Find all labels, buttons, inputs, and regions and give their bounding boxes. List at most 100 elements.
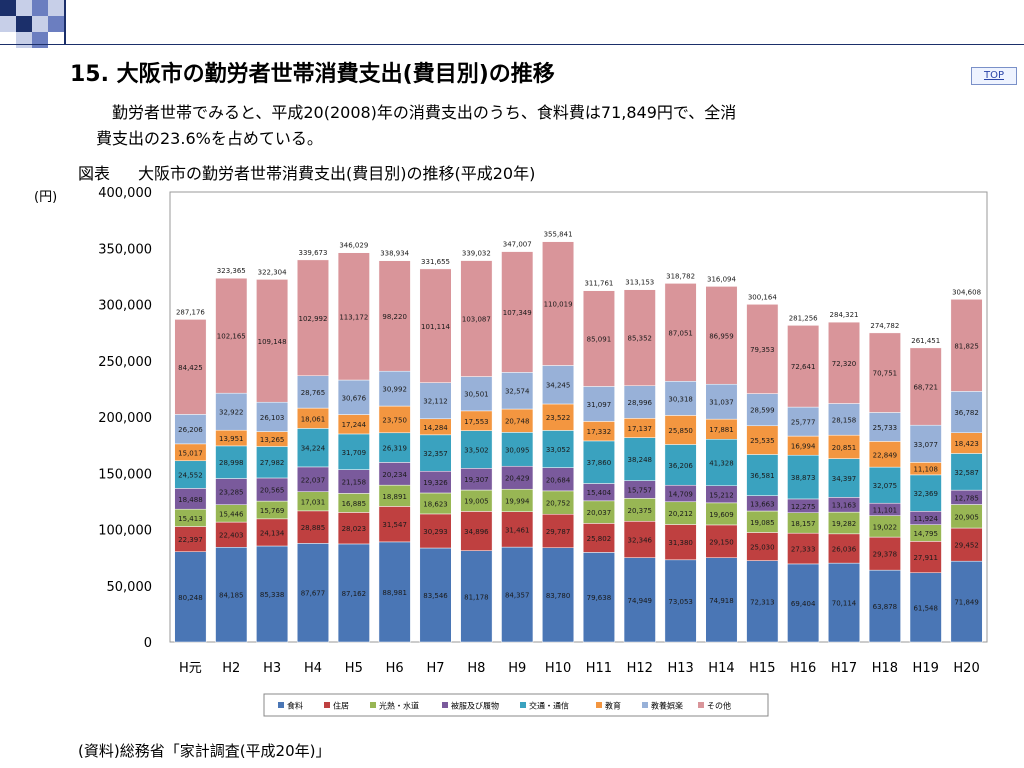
data-label: 18,891: [382, 493, 407, 501]
bar-segment: [419, 513, 452, 549]
bar-segment: [296, 510, 329, 544]
bar-segment: [746, 425, 779, 455]
data-label: 22,397: [178, 536, 203, 544]
bar-segment: [215, 445, 248, 479]
data-label: 29,378: [873, 551, 898, 559]
data-label: 18,623: [423, 500, 448, 508]
data-label: 34,896: [464, 528, 489, 536]
deco-square: [48, 0, 64, 16]
data-label: 25,850: [668, 427, 693, 435]
data-label: 32,922: [219, 409, 244, 417]
data-label: 20,748: [505, 418, 530, 426]
bar-segment: [378, 260, 411, 372]
data-label: 72,320: [832, 360, 857, 368]
data-label: 88,981: [382, 589, 407, 597]
data-label: 15,446: [219, 510, 244, 518]
bar-segment: [542, 513, 575, 548]
legend-label: 光熱・水道: [379, 701, 419, 711]
bar-segment: [296, 375, 329, 409]
data-label: 20,851: [832, 444, 857, 452]
data-label: 27,911: [913, 554, 938, 562]
bar-segment: [501, 251, 534, 373]
bar-segment: [623, 521, 656, 558]
legend-swatch: [642, 702, 648, 708]
x-tick-label: H17: [831, 661, 857, 676]
data-label: 18,061: [301, 415, 326, 423]
bar-segment: [787, 454, 820, 500]
bar-segment: [419, 268, 452, 383]
bar-segment: [215, 521, 248, 548]
bar-segment: [460, 511, 493, 551]
legend-label: その他: [707, 701, 731, 711]
data-label: 73,053: [668, 598, 693, 606]
bar-segment: [623, 385, 656, 419]
top-button[interactable]: TOP: [971, 67, 1017, 85]
bar-segment: [296, 428, 329, 468]
data-label: 32,112: [423, 398, 448, 406]
bar-segment: [256, 545, 289, 643]
bar-segment: [746, 454, 779, 496]
bar-segment: [664, 283, 697, 382]
data-label: 28,023: [342, 525, 367, 533]
data-label: 30,501: [464, 391, 489, 399]
data-label: 18,488: [178, 496, 203, 504]
y-tick-label: 350,000: [98, 242, 152, 257]
legend-swatch: [698, 702, 704, 708]
bar-segment: [378, 370, 411, 407]
data-label: 17,244: [342, 421, 367, 429]
bar-segment: [174, 319, 207, 415]
x-tick-label: H元: [179, 661, 202, 676]
bar-segment: [623, 437, 656, 481]
data-label: 14,795: [913, 530, 938, 538]
data-label: 20,212: [668, 510, 693, 518]
legend-label: 住居: [333, 701, 349, 711]
y-tick-label: 200,000: [98, 411, 152, 426]
bar-segment: [215, 547, 248, 643]
data-label: 20,565: [260, 487, 285, 495]
data-label: 13,163: [832, 502, 857, 510]
data-label: 16,994: [791, 443, 816, 451]
total-label: 281,256: [789, 314, 818, 322]
legend-label: 食料: [287, 701, 303, 711]
data-label: 37,860: [587, 459, 612, 467]
data-label: 11,108: [913, 466, 938, 474]
data-label: 38,248: [628, 456, 653, 464]
data-label: 102,165: [217, 333, 246, 341]
y-tick-label: 0: [144, 636, 152, 651]
x-tick-label: H14: [708, 661, 734, 676]
x-tick-label: H20: [953, 661, 979, 676]
total-label: 318,782: [666, 272, 695, 280]
data-label: 15,404: [587, 489, 612, 497]
data-label: 28,158: [832, 416, 857, 424]
bar-segment: [787, 325, 820, 408]
bar-segment: [828, 321, 861, 404]
data-label: 31,461: [505, 526, 530, 534]
description-line-2: 費支出の23.6%を占めている。: [96, 129, 323, 148]
bar-segment: [542, 241, 575, 366]
total-label: 287,176: [176, 308, 205, 316]
data-label: 103,087: [462, 316, 491, 324]
data-label: 87,162: [342, 590, 367, 598]
data-label: 69,404: [791, 600, 816, 608]
data-label: 23,285: [219, 489, 244, 497]
data-label: 25,030: [750, 544, 775, 552]
data-label: 26,036: [832, 545, 857, 553]
x-tick-label: H16: [790, 661, 816, 676]
bar-segment: [542, 547, 575, 643]
bar-segment: [582, 523, 615, 553]
data-label: 30,676: [342, 394, 367, 402]
total-label: 347,007: [503, 241, 532, 249]
data-label: 32,075: [873, 482, 898, 490]
x-tick-label: H13: [667, 661, 693, 676]
bar-segment: [215, 392, 248, 431]
data-label: 32,369: [913, 490, 938, 498]
legend-swatch: [278, 702, 284, 708]
bar-segment: [868, 441, 901, 468]
total-label: 284,321: [830, 311, 859, 319]
deco-square: [48, 16, 64, 32]
data-label: 74,949: [628, 597, 653, 605]
figure-caption-text: 大阪市の勤労者世帯消費支出(費目別)の推移(平成20年): [138, 164, 536, 183]
data-label: 102,992: [298, 315, 327, 323]
data-label: 70,751: [873, 370, 898, 378]
data-label: 72,641: [791, 363, 816, 371]
